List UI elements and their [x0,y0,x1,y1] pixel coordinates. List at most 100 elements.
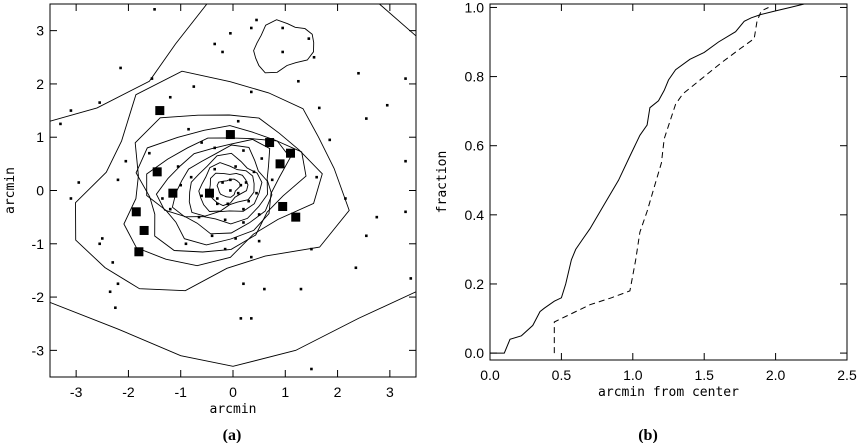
x-tick-label: -1 [174,384,187,400]
x-tick-label: 0.0 [480,367,500,383]
scatter-point-small [197,215,201,219]
scatter-point-small [189,175,193,179]
plot-frame [489,3,848,361]
scatter-point-small [242,282,245,286]
scatter-point-small [100,237,104,240]
scatter-point-small [234,237,237,240]
scatter-point-small [317,106,321,110]
x-axis-label: arcmin from center [598,385,739,400]
scatter-point-small [229,189,232,192]
y-tick-label: 0.6 [465,138,485,154]
panel-a-scatter-contour: -3 -2 -1 0 1 2 3 -3 -2 -1 0 1 2 3 arcmin arcmin [3,3,417,417]
y-tick-label: 0 [36,183,44,199]
scatter-point-small [223,218,227,222]
scatter-point-small [213,146,216,150]
y-tick-label: 0.8 [465,69,485,85]
scatter-point-small [184,242,188,246]
panel-b-label: (b) [638,427,658,443]
scatter-point-small [297,79,300,83]
scatter-point-small [250,90,253,94]
scatter-point-small [168,207,172,211]
y-tick-label: 2 [36,76,44,92]
scatter-point-small [236,119,240,123]
scatter-point-small [153,8,156,11]
x-tick-label: 1 [281,384,289,400]
density-contours [50,4,416,367]
scatter-point-small [375,215,379,219]
scatter-point-small [365,234,368,238]
x-tick-label: 0 [229,384,237,400]
scatter-point-small [257,213,261,216]
scatter-point-small [200,141,203,144]
scatter-point-small [247,199,250,203]
scatter-point-small [244,181,248,184]
scatter-point-small [365,117,368,120]
scatter-point-small [404,77,407,80]
scatter-point-small [229,178,232,182]
scatter-point-small [260,157,264,160]
x-tick-label: 0.5 [552,367,572,383]
y-axis-label: fraction [435,151,450,214]
scatter-point-small [357,71,360,75]
scatter-point-small [148,151,151,155]
scatter-point-small [216,202,219,206]
y-tick-label: 0.0 [465,345,485,361]
scatter-point-small [69,109,73,112]
y-tick-label: 1 [36,129,44,145]
scatter-point-small [176,165,180,168]
y-tick-label: -1 [32,236,45,252]
scatter-point-small [328,138,332,142]
x-tick-label: 2 [334,384,342,400]
x-tick-label: 1.5 [694,367,714,383]
scatter-point-small [281,50,284,54]
scatter-point-small [223,247,227,251]
scatter-point-small [404,159,407,163]
scatter-point-large [134,247,144,257]
y-axis-label: arcmin [3,167,18,214]
scatter-point-small [229,32,232,35]
scatter-point-small [69,197,73,200]
scatter-point-small [242,207,245,211]
scatter-point-small [270,178,274,182]
scatter-point-small [150,77,154,80]
scatter-point-small [307,37,311,40]
cdf-lines [490,4,805,354]
scatter-point-small [250,255,253,259]
contour-line [253,19,315,74]
scatter-point-small [242,221,245,224]
scatter-point-small [114,306,117,310]
scatter-point-small [221,181,224,184]
scatter-point-small [119,66,122,70]
scatter-point-large [286,148,296,158]
y-tick-label: 1.0 [465,0,485,15]
y-tick-label: -3 [32,342,45,358]
scatter-point-small [239,183,243,187]
contour-line [50,4,208,122]
scatter-point-small [234,165,237,168]
scatter-point-small [312,55,316,59]
scatter-point-small [263,287,266,291]
scatter-point-small [77,181,81,184]
scatter-point-large [139,225,149,235]
x-tick-label: 1.0 [623,367,643,383]
scatter-point-small [250,317,253,320]
scatter-point-small [116,178,120,182]
plot-frame [49,3,417,378]
contour-line [123,114,323,267]
scatter-point-small [354,266,358,270]
scatter-point-small [344,197,347,200]
scatter-point-large [278,201,288,211]
x-tick-label: 2.0 [766,367,786,383]
scatter-point-small [404,210,407,214]
scatter-point-small [221,50,224,54]
scatter-point-small [213,42,216,46]
scatter-point-small [409,277,413,280]
scatter-point-large [204,188,214,198]
contour-line [135,125,307,253]
scatter-point-small [187,127,190,131]
scatter-point-large [155,106,165,116]
y-tick-label: 3 [36,23,44,39]
contour-line [50,291,416,367]
scatter-point-large [275,159,285,169]
contour-line [146,137,291,246]
